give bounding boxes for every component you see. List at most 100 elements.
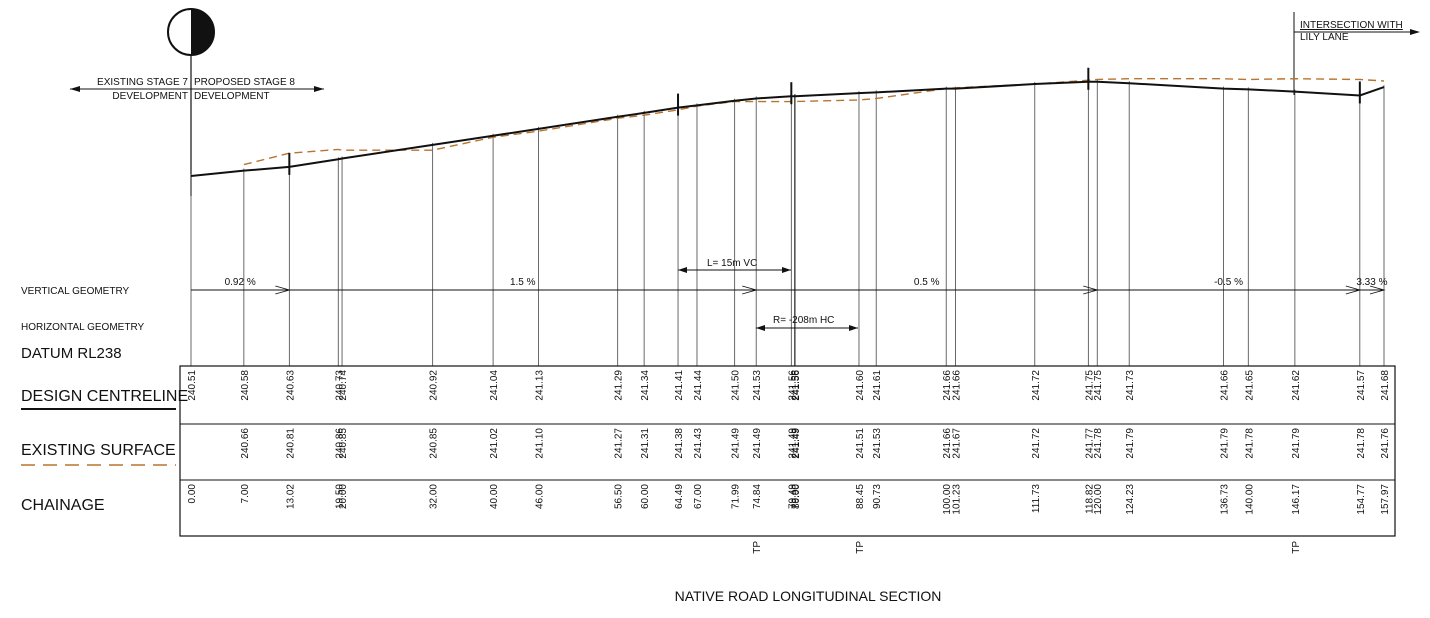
tp-label: TP [1291, 541, 1302, 554]
existing-value: 240.86 [334, 428, 345, 459]
existing-value: 241.49 [731, 428, 742, 459]
existing-surface-line [243, 78, 1385, 166]
design-value: 241.66 [942, 370, 953, 401]
design-value: 240.74 [338, 370, 349, 401]
design-value: 241.56 [790, 370, 801, 401]
vertical-curve-annotation: L= 15m VC [678, 258, 791, 273]
existing-value: 241.38 [674, 428, 685, 459]
chainage-value: 64.49 [674, 484, 685, 509]
existing-value: 240.85 [338, 428, 349, 459]
intersection-arrow-icon [1410, 29, 1420, 35]
design-value: 241.66 [1220, 370, 1231, 401]
existing-value: 241.49 [790, 428, 801, 459]
vertical-curve-label: L= 15m VC [707, 258, 757, 269]
grade-label: 0.92 % [225, 277, 256, 288]
existing-stage-label: EXISTING STAGE 7 [97, 77, 188, 88]
design-value: 241.61 [872, 370, 883, 401]
existing-value: 241.27 [614, 428, 625, 459]
design-value: 241.68 [1380, 370, 1391, 401]
existing-value: 241.51 [855, 428, 866, 459]
chainage-value: 101.23 [951, 484, 962, 515]
chainage-value: 157.97 [1380, 484, 1391, 515]
chainage-value: 40.00 [489, 484, 500, 509]
chainage-value: 88.45 [855, 484, 866, 509]
grade-label: -0.5 % [1214, 277, 1243, 288]
data-table-frame [179, 365, 1396, 537]
grade-arrow-icon [1369, 285, 1386, 295]
arrow-left-icon [70, 86, 80, 92]
chainage-value: 154.77 [1356, 484, 1367, 515]
existing-value: 241.10 [534, 428, 545, 459]
chainage-value: 146.17 [1291, 484, 1302, 515]
grade-arrow-icon [1345, 285, 1362, 295]
chainage-row-label: CHAINAGE [21, 497, 105, 514]
design-value: 241.56 [787, 370, 798, 401]
existing-development-label: DEVELOPMENT [112, 91, 188, 102]
design-value: 241.72 [1031, 370, 1042, 401]
chainage-value: 118.82 [1084, 484, 1095, 514]
chainage-value: 90.73 [872, 484, 883, 509]
chainage-value: 100.00 [942, 484, 953, 515]
design-value: 241.75 [1084, 370, 1095, 401]
existing-value: 241.02 [489, 428, 500, 459]
existing-value: 241.43 [693, 428, 704, 459]
horizontal-curve-annotation: R= -208m HC [756, 315, 858, 331]
ordinate-lines [190, 79, 1385, 366]
existing-value: 240.66 [240, 428, 251, 459]
existing-value: 241.66 [942, 428, 953, 459]
chainage-value: 136.73 [1220, 484, 1231, 515]
existing-value: 241.76 [1380, 428, 1391, 459]
proposed-development-label: DEVELOPMENT [194, 91, 270, 102]
grade-labels: 0.92 % 1.5 % 0.5 % -0.5 % 3.33 % [225, 277, 1388, 295]
existing-value: 241.78 [1244, 428, 1255, 459]
ip-markers [288, 67, 1361, 175]
design-centreline-row-label: DESIGN CENTRELINE [21, 388, 188, 405]
existing-value: 241.79 [1220, 428, 1231, 459]
design-value: 241.65 [1244, 370, 1255, 401]
existing-surface-row-label: EXISTING SURFACE [21, 442, 176, 459]
design-value: 241.44 [693, 370, 704, 401]
existing-value: 241.77 [1084, 428, 1095, 459]
existing-value: 240.85 [429, 428, 440, 459]
design-value: 241.04 [489, 370, 500, 401]
chainage-value: 56.50 [614, 484, 625, 509]
design-centreline-line [190, 80, 1385, 177]
grade-label: 1.5 % [510, 277, 536, 288]
design-value: 241.29 [614, 370, 625, 401]
design-value: 241.57 [1356, 370, 1367, 401]
intersection-label-line2: LILY LANE [1300, 32, 1349, 43]
chainage-value: 80.00 [791, 484, 802, 509]
existing-value: 240.81 [285, 428, 296, 459]
horizontal-geometry-label: HORIZONTAL GEOMETRY [21, 322, 144, 333]
design-value: 240.92 [429, 370, 440, 401]
design-value: 240.73 [334, 370, 345, 401]
existing-value: 241.49 [752, 428, 763, 459]
existing-value: 241.78 [1356, 428, 1367, 459]
chainage-value: 19.50 [334, 484, 345, 509]
existing-value: 241.78 [1093, 428, 1104, 459]
chainage-value: 0.00 [187, 484, 198, 504]
drawing-title: NATIVE ROAD LONGITUDINAL SECTION [675, 588, 942, 604]
chainage-value: 140.00 [1244, 484, 1255, 515]
design-value: 241.75 [1093, 370, 1104, 401]
chainage-value: 71.99 [731, 484, 742, 509]
datum-label: DATUM RL238 [21, 345, 122, 362]
grade-arrow-icon [275, 285, 291, 295]
grade-label: 3.33 % [1356, 277, 1387, 288]
tp-label: TP [855, 541, 866, 554]
design-value: 241.53 [752, 370, 763, 401]
horizontal-curve-label: R= -208m HC [773, 315, 834, 326]
section-symbol-icon [167, 8, 215, 56]
arrow-right-icon [314, 86, 324, 92]
design-value: 241.62 [1291, 370, 1302, 401]
design-value: 241.41 [674, 370, 685, 401]
design-value: 240.58 [240, 370, 251, 401]
design-value: 241.66 [951, 370, 962, 401]
existing-value: 241.49 [787, 428, 798, 459]
existing-value: 241.79 [1291, 428, 1302, 459]
chainage-value: 46.00 [534, 484, 545, 509]
chainage-value: 74.84 [752, 484, 763, 509]
proposed-stage-label: PROPOSED STAGE 8 [194, 77, 295, 88]
